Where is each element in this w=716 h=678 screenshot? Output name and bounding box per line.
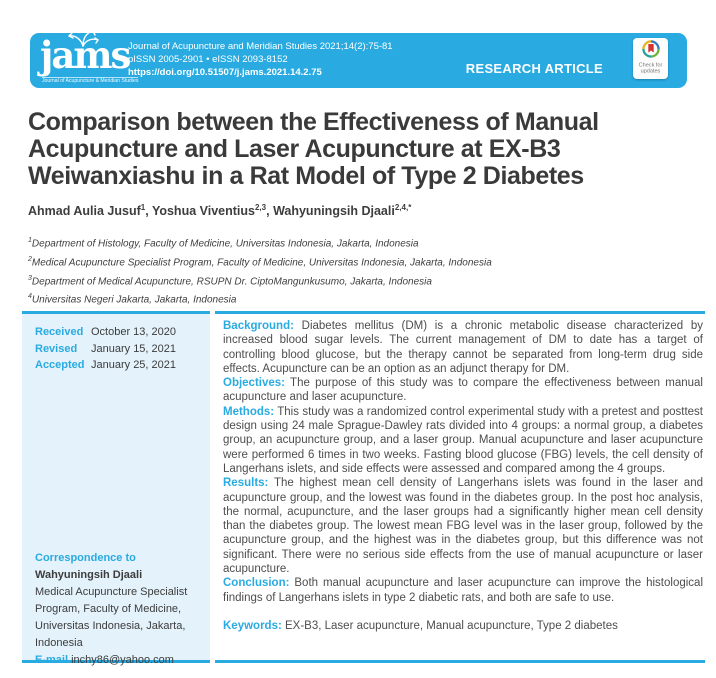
correspondence-heading: Correspondence to	[35, 552, 136, 564]
article-title: Comparison between the Effectiveness of …	[28, 108, 599, 190]
author: Yoshua Viventius2,3,	[151, 203, 274, 219]
correspondence-block: Correspondence to Wahyuningsih Djaali Me…	[35, 550, 195, 669]
affiliation: 2Medical Acupuncture Specialist Program,…	[28, 255, 492, 269]
abstract-section-background: Background: Diabetes mellitus (DM) is a …	[223, 320, 703, 375]
article-info-band: Received October 13, 2020 Revised January …	[22, 311, 705, 666]
author-list: Ahmad Aulia Jusuf1, Yoshua Viventius2,3,…	[28, 203, 411, 218]
affiliation: 1Department of Histology, Faculty of Med…	[28, 237, 419, 250]
crossmark-icon	[641, 40, 660, 58]
doi-link[interactable]: https://doi.org/10.51507/j.jams.2021.14.…	[128, 67, 322, 78]
abstract-section-methods: Methods: This study was a randomized con…	[223, 405, 703, 475]
affiliation-list: 1Department of Histology, Faculty of Med…	[28, 233, 492, 308]
article-history-sidebar: Received October 13, 2020 Revised January …	[22, 311, 210, 666]
journal-logo: jams Journal of Acupuncture & Meridian S…	[38, 29, 139, 89]
article-type-label: RESEARCH ARTICLE	[465, 61, 603, 76]
journal-citation-block: Journal of Acupuncture and Meridian Stud…	[128, 40, 393, 79]
logo-tagline: Journal of Acupuncture & Meridian Studie…	[42, 77, 139, 84]
journal-header-banner: jams Journal of Acupuncture & Meridian S…	[30, 30, 687, 88]
date-row: Revised January 15, 2021	[35, 342, 177, 355]
abstract-section-results: Results: The highest mean cell density o…	[223, 477, 703, 576]
abstract: Background: Diabetes mellitus (DM) is a …	[215, 311, 705, 663]
journal-citation: Journal of Acupuncture and Meridian Stud…	[128, 41, 393, 52]
date-row: Accepted January 25, 2021	[35, 359, 177, 371]
correspondence-email-row: E-mail inchy86@yahoo.com	[35, 652, 195, 669]
article-dates: Received October 13, 2020 Revised January …	[35, 324, 202, 374]
logo-wordmark: jams	[40, 33, 131, 77]
email-address[interactable]: inchy86@yahoo.com	[71, 654, 174, 666]
affiliation: 3Department of Medical Acupuncture, RSUP…	[28, 274, 432, 287]
affiliation: 4Universitas Negeri Jakarta, Jakarta, In…	[28, 293, 237, 306]
abstract-section-conclusion: Conclusion: Both manual acupuncture and …	[223, 577, 703, 604]
keywords-row: Keywords: EX-B3, Laser acupuncture, Manu…	[223, 619, 618, 632]
author: Ahmad Aulia Jusuf1,	[28, 203, 152, 219]
journal-issn: pISSN 2005-2901 • eISSN 2093-8152	[128, 54, 288, 65]
abstract-section-objectives: Objectives: The purpose of this study wa…	[223, 377, 703, 404]
crossmark-label: Check for updates	[638, 62, 663, 74]
correspondence-name: Wahyuningsih Djaali	[35, 569, 143, 581]
check-for-updates-button[interactable]: Check for updates	[633, 38, 668, 79]
email-label: E-mail	[35, 654, 69, 666]
date-row: Received October 13, 2020	[35, 326, 177, 338]
logo-flower-icon	[66, 29, 100, 52]
correspondence-address: Medical Acupuncture Specialist Program, …	[35, 586, 188, 649]
author: Wahyuningsih Djaali2,4,*	[273, 203, 412, 219]
